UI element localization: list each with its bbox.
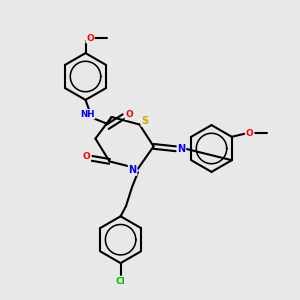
Text: N: N [177, 144, 186, 154]
Text: O: O [82, 152, 90, 161]
Text: O: O [125, 110, 133, 119]
Text: Cl: Cl [116, 277, 125, 286]
Text: S: S [141, 116, 148, 126]
Text: N: N [128, 165, 137, 175]
Text: O: O [246, 129, 253, 138]
Text: O: O [86, 34, 94, 43]
Text: NH: NH [80, 110, 94, 119]
